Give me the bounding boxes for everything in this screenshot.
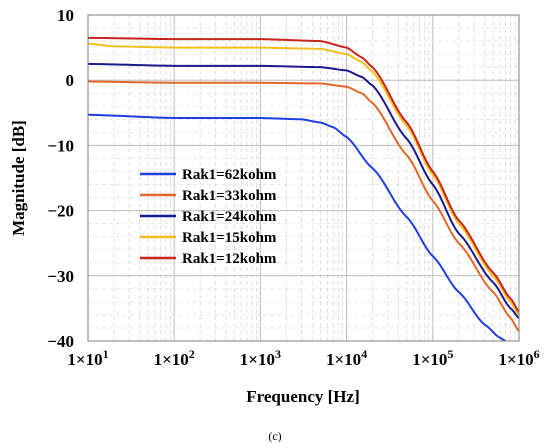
series-line bbox=[88, 42, 519, 316]
y-axis-label: Magnitude [dB] bbox=[9, 120, 28, 236]
legend-label: Rak1=15kohm bbox=[182, 230, 277, 246]
x-tick-label: 1×105 bbox=[412, 347, 453, 369]
y-tick-labels: 10 0 −10 −20 −30 −40 bbox=[47, 6, 74, 351]
x-axis-label: Frequency [Hz] bbox=[246, 387, 359, 406]
legend-label: Rak1=12kohm bbox=[182, 251, 277, 267]
series-group bbox=[88, 36, 519, 341]
series-line bbox=[88, 113, 507, 341]
legend-label: Rak1=33kohm bbox=[182, 188, 277, 204]
plot-area bbox=[88, 15, 519, 341]
y-tick-label: −10 bbox=[47, 136, 74, 155]
x-tick-labels: 1×101 1×102 1×103 1×104 1×105 1×106 bbox=[67, 347, 539, 369]
x-tick-label: 1×103 bbox=[240, 347, 281, 369]
y-tick-label: −40 bbox=[47, 332, 74, 351]
x-tick-label: 1×104 bbox=[326, 347, 367, 369]
series-line bbox=[88, 62, 519, 319]
figure-caption: (c) bbox=[268, 429, 281, 443]
x-tick-label: 1×106 bbox=[498, 347, 539, 369]
y-tick-label: −30 bbox=[47, 267, 74, 286]
legend-label: Rak1=62kohm bbox=[182, 167, 277, 183]
x-tick-label: 1×102 bbox=[154, 347, 195, 369]
y-tick-label: 0 bbox=[66, 71, 75, 90]
y-tick-label: −20 bbox=[47, 202, 74, 221]
y-tick-label: 10 bbox=[57, 6, 74, 25]
series-line bbox=[88, 36, 519, 313]
x-tick-label: 1×101 bbox=[67, 347, 108, 369]
legend: Rak1=62kohm Rak1=33kohm Rak1=24kohm Rak1=15… bbox=[140, 167, 277, 267]
plot-border bbox=[87, 14, 520, 342]
legend-label: Rak1=24kohm bbox=[182, 209, 277, 225]
series-line bbox=[88, 80, 519, 332]
